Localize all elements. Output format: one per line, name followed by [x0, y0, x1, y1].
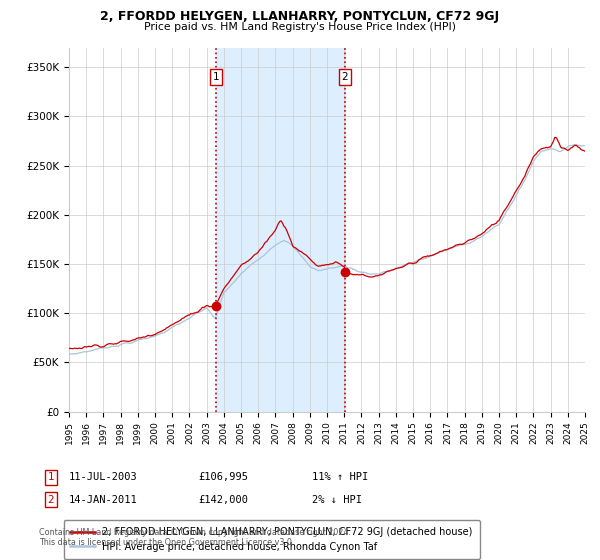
Text: 2: 2 — [47, 494, 55, 505]
Bar — [216, 48, 345, 412]
Text: 11% ↑ HPI: 11% ↑ HPI — [312, 472, 368, 482]
Text: 1: 1 — [212, 72, 219, 82]
Legend: 2, FFORDD HELYGEN, LLANHARRY, PONTYCLUN, CF72 9GJ (detached house), HPI: Average: 2, FFORDD HELYGEN, LLANHARRY, PONTYCLUN,… — [64, 520, 479, 559]
Text: 11-JUL-2003: 11-JUL-2003 — [69, 472, 138, 482]
Point — [211, 302, 221, 311]
Text: £106,995: £106,995 — [198, 472, 248, 482]
Text: 2% ↓ HPI: 2% ↓ HPI — [312, 494, 362, 505]
Text: 2: 2 — [341, 72, 348, 82]
Point — [340, 268, 350, 277]
Text: £142,000: £142,000 — [198, 494, 248, 505]
Text: 14-JAN-2011: 14-JAN-2011 — [69, 494, 138, 505]
Text: 1: 1 — [47, 472, 55, 482]
Text: Price paid vs. HM Land Registry's House Price Index (HPI): Price paid vs. HM Land Registry's House … — [144, 22, 456, 32]
Text: Contains HM Land Registry data © Crown copyright and database right 2024.
This d: Contains HM Land Registry data © Crown c… — [39, 528, 351, 547]
Text: 2, FFORDD HELYGEN, LLANHARRY, PONTYCLUN, CF72 9GJ: 2, FFORDD HELYGEN, LLANHARRY, PONTYCLUN,… — [100, 10, 500, 23]
